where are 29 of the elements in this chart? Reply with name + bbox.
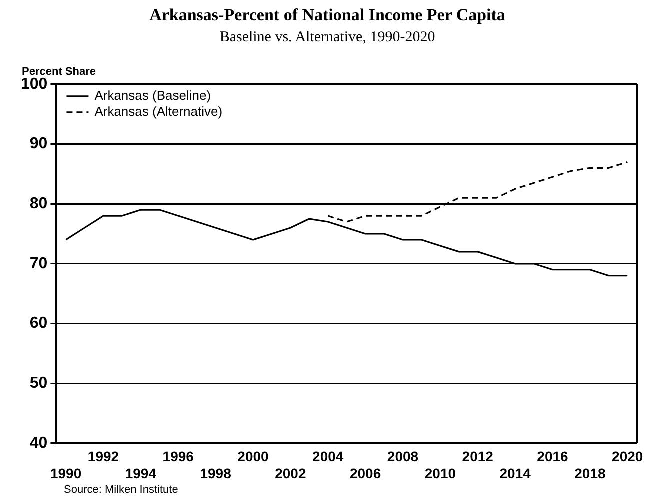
chart-subtitle: Baseline vs. Alternative, 1990-2020 [220, 29, 436, 46]
x-tick-label: 1992 [88, 448, 120, 465]
x-tick-label: 2012 [462, 448, 494, 465]
x-tick-label: 2010 [424, 465, 456, 482]
legend-label: Arkansas (Baseline) [94, 88, 212, 103]
y-tick-label: 50 [30, 374, 48, 392]
x-tick-label: 2004 [312, 448, 344, 465]
x-tick-label: 2018 [574, 465, 606, 482]
x-tick-label: 2016 [537, 448, 569, 465]
y-tick-label: 60 [30, 315, 48, 332]
x-tick-label: 2020 [612, 448, 644, 465]
y-tick-label: 100 [20, 76, 48, 93]
y-tick-label: 40 [30, 434, 48, 452]
y-tick-label: 70 [30, 255, 48, 272]
x-tick-label: 2014 [500, 465, 532, 482]
x-tick-label: 1994 [125, 465, 157, 482]
y-tick-label: 90 [30, 136, 48, 153]
legend-label: Arkansas (Alternative) [94, 104, 223, 119]
y-axis-title: Percent Share [22, 66, 96, 78]
x-tick-label: 2008 [387, 448, 419, 465]
x-tick-label: 1990 [50, 465, 82, 482]
chart-title: Arkansas-Percent of National Income Per Capita [150, 6, 506, 25]
x-tick-label: 2006 [350, 465, 382, 482]
y-tick-label: 80 [30, 195, 48, 212]
x-tick-label: 1996 [162, 448, 194, 465]
x-tick-label: 2002 [275, 465, 306, 482]
source-note: Source: Milken Institute [64, 484, 178, 496]
x-tick-label: 1998 [200, 465, 232, 482]
x-tick-label: 2000 [238, 448, 270, 465]
